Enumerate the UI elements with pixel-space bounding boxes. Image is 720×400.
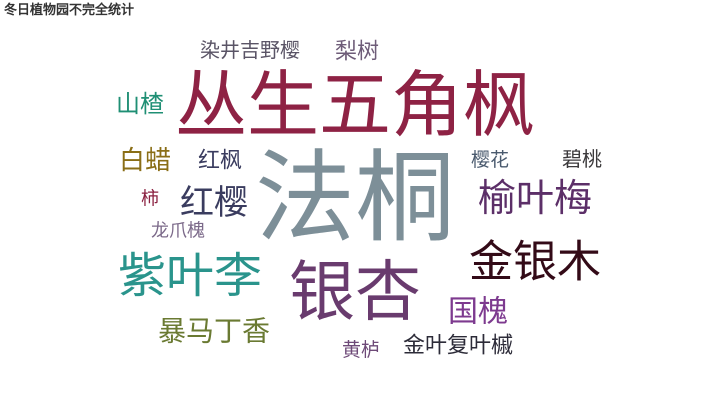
word-14: 梨树 xyxy=(335,40,379,65)
word-13: 金叶复叶槭 xyxy=(403,334,513,359)
word-10: 白蜡 xyxy=(119,146,171,176)
chart-title: 冬日植物园不完全统计 xyxy=(4,3,135,18)
word-19: 龙爪槐 xyxy=(151,221,205,242)
word-6: 榆叶梅 xyxy=(478,176,592,220)
word-5: 金银木 xyxy=(469,237,601,288)
word-17: 樱花 xyxy=(471,149,509,171)
word-16: 碧桃 xyxy=(562,147,602,171)
word-3: 银杏 xyxy=(289,254,421,331)
word-4: 紫叶李 xyxy=(118,248,262,304)
word-15: 染井吉野樱 xyxy=(200,38,300,62)
word-12: 红枫 xyxy=(198,149,242,174)
word-8: 国槐 xyxy=(448,295,508,330)
word-1: 法桐 xyxy=(255,140,455,257)
word-18: 黄栌 xyxy=(342,339,380,361)
word-7: 红樱 xyxy=(180,183,248,223)
word-9: 暴马丁香 xyxy=(158,315,270,348)
word-2: 丛生五角枫 xyxy=(175,63,535,147)
word-20: 柿 xyxy=(141,189,159,210)
word-11: 山楂 xyxy=(116,90,164,118)
